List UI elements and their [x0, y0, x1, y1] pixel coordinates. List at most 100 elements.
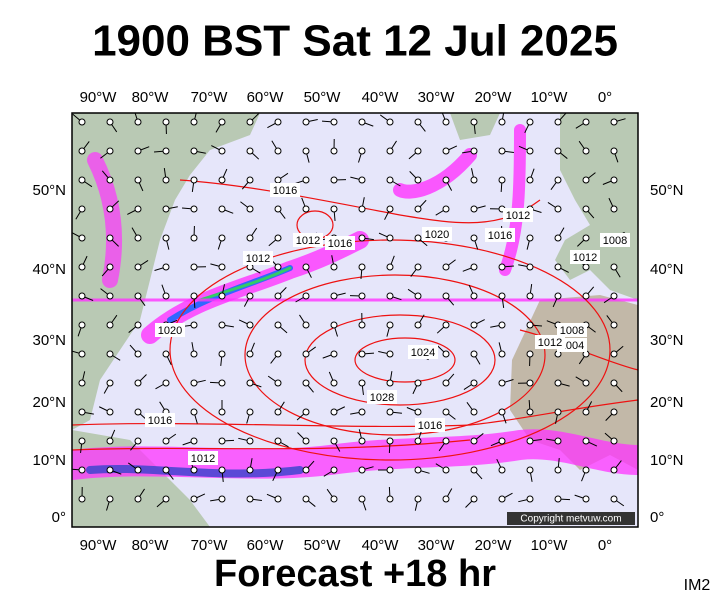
- station: [274, 437, 282, 445]
- lat-label-right: 10°N: [650, 452, 684, 469]
- station: [414, 321, 422, 329]
- station: [218, 176, 226, 184]
- station: [78, 176, 86, 184]
- isobar-label-box: [155, 323, 185, 337]
- station: [610, 495, 618, 503]
- station: [302, 437, 310, 445]
- station: [106, 234, 114, 242]
- station: [386, 321, 394, 329]
- isobar-label-text: 1024: [411, 347, 435, 359]
- station: [610, 408, 618, 416]
- station: [386, 234, 394, 242]
- station: [610, 205, 618, 213]
- station: [470, 263, 478, 271]
- isobar-label-text: 1012: [246, 253, 270, 265]
- station: [470, 292, 478, 300]
- station: [358, 321, 366, 329]
- station: [78, 118, 86, 126]
- station: [106, 263, 114, 271]
- station: [414, 495, 422, 503]
- station: [554, 205, 562, 213]
- station: [218, 350, 226, 358]
- isobar-label-box: [367, 390, 397, 404]
- station: [554, 408, 562, 416]
- isobar-label: 1012: [243, 251, 273, 265]
- station: [358, 176, 366, 184]
- isobar-label: 1012: [570, 250, 600, 264]
- lon-label-top: 80°W: [132, 89, 170, 106]
- station: [78, 495, 86, 503]
- isobar-label-box: [415, 418, 445, 432]
- isobar-label-box: [188, 451, 218, 465]
- isobar-label-box: [243, 251, 273, 265]
- station: [442, 350, 450, 358]
- isobar: [354, 337, 456, 383]
- isobar-label: 1016: [325, 236, 355, 250]
- station: [414, 263, 422, 271]
- station: [414, 379, 422, 387]
- lon-label-bottom: 90°W: [80, 537, 118, 554]
- lon-label-bottom: 40°W: [362, 537, 400, 554]
- station: [582, 292, 590, 300]
- station: [330, 118, 338, 126]
- station: [134, 263, 142, 271]
- station: [386, 495, 394, 503]
- isobar: [72, 439, 471, 451]
- station: [302, 350, 310, 358]
- isobar-label-text: 1020: [425, 229, 449, 241]
- station: [162, 176, 170, 184]
- map-frame: [71, 112, 639, 528]
- lon-label-bottom: 70°W: [191, 537, 229, 554]
- station: [190, 437, 198, 445]
- station: [582, 263, 590, 271]
- station: [386, 350, 394, 358]
- station: [386, 437, 394, 445]
- lat-label-right: 50°N: [650, 182, 684, 199]
- lat-label-right: 40°N: [650, 261, 684, 278]
- station: [106, 408, 114, 416]
- station: [330, 437, 338, 445]
- station: [554, 379, 562, 387]
- station: [330, 176, 338, 184]
- lon-label-bottom: 50°W: [304, 537, 342, 554]
- isobar-label: 1016: [145, 413, 175, 427]
- station: [414, 118, 422, 126]
- station: [246, 205, 254, 213]
- station: [442, 118, 450, 126]
- station: [218, 408, 226, 416]
- station: [554, 147, 562, 155]
- isobar-label: 1020: [155, 323, 185, 337]
- isobar: [179, 179, 541, 224]
- station: [162, 437, 170, 445]
- station: [134, 234, 142, 242]
- lat-label-left: 0°: [52, 509, 66, 526]
- station: [358, 466, 366, 474]
- isobar-label-text: 1016: [328, 238, 352, 250]
- isobar-label: 1012: [535, 335, 565, 349]
- station: [246, 495, 254, 503]
- lon-label-bottom: 0°: [598, 537, 612, 554]
- station: [358, 408, 366, 416]
- station: [442, 147, 450, 155]
- station: [470, 495, 478, 503]
- station: [162, 234, 170, 242]
- isobar: [244, 274, 546, 436]
- station: [414, 408, 422, 416]
- station: [610, 437, 618, 445]
- station: [582, 495, 590, 503]
- station: [554, 437, 562, 445]
- station: [218, 466, 226, 474]
- station: [498, 176, 506, 184]
- isobar-label: 1008: [600, 233, 630, 247]
- station: [106, 466, 114, 474]
- station: [134, 437, 142, 445]
- station: [442, 292, 450, 300]
- station: [554, 466, 562, 474]
- station: [302, 118, 310, 126]
- station: [526, 292, 534, 300]
- station: [274, 321, 282, 329]
- copyright: Copyright metvuw.com: [520, 514, 621, 525]
- station: [302, 292, 310, 300]
- map-area: Copyright metvuw.com: [72, 113, 638, 527]
- station: [302, 205, 310, 213]
